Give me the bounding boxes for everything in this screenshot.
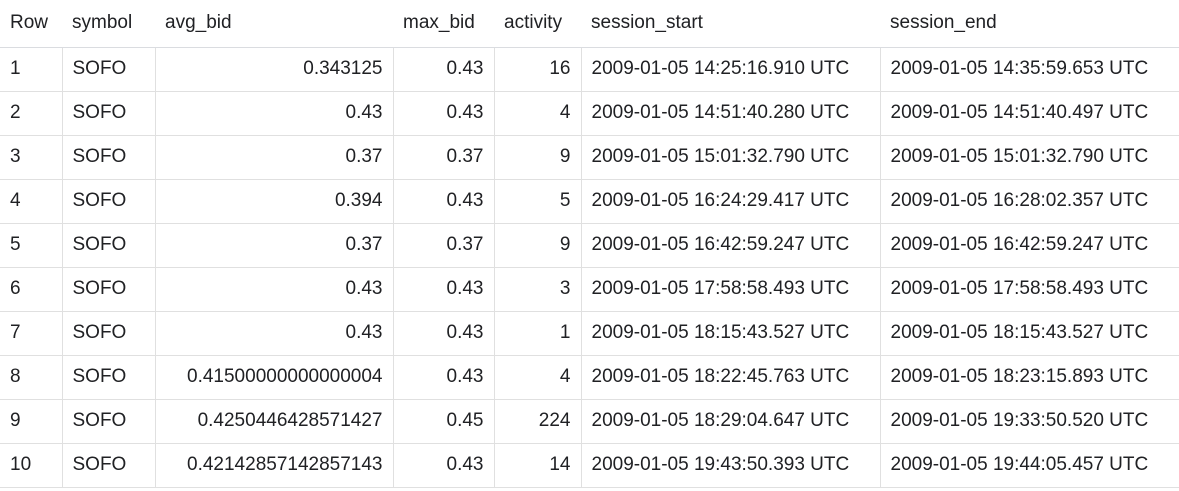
cell-session-start: 2009-01-05 14:51:40.280 UTC [580,91,880,136]
cell-symbol: SOFO [61,443,155,488]
table-header: Row symbol avg_bid max_bid activity sess… [0,0,1179,48]
cell-max-bid: 0.37 [392,223,494,268]
cell-session-start: 2009-01-05 19:43:50.393 UTC [580,443,880,488]
cell-session-end: 2009-01-05 19:44:05.457 UTC [879,443,1179,488]
cell-max-bid: 0.37 [392,135,494,180]
cell-avg-bid: 0.43 [154,267,393,312]
cell-max-bid: 0.43 [392,47,494,92]
cell-row: 4 [0,179,62,224]
cell-activity: 16 [493,47,581,92]
cell-max-bid: 0.43 [392,179,494,224]
cell-session-end: 2009-01-05 15:01:32.790 UTC [879,135,1179,180]
cell-activity: 5 [493,179,581,224]
cell-activity: 4 [493,91,581,136]
table-row: 1 SOFO 0.343125 0.43 16 2009-01-05 14:25:16.9… [0,47,1179,92]
cell-activity: 224 [493,399,581,444]
cell-session-end: 2009-01-05 14:51:40.497 UTC [879,91,1179,136]
cell-activity: 9 [493,135,581,180]
cell-activity: 14 [493,443,581,488]
column-header-max-bid: max_bid [393,0,494,48]
cell-row: 6 [0,267,62,312]
cell-max-bid: 0.45 [392,399,494,444]
cell-session-start: 2009-01-05 18:29:04.647 UTC [580,399,880,444]
cell-avg-bid: 0.43 [154,91,393,136]
cell-avg-bid: 0.343125 [154,47,393,92]
table-body: 1 SOFO 0.343125 0.43 16 2009-01-05 14:25:16.9… [0,47,1179,488]
cell-session-start: 2009-01-05 14:25:16.910 UTC [580,47,880,92]
cell-avg-bid: 0.43 [154,311,393,356]
table-row: 2 SOFO 0.43 0.43 4 2009-01-05 14:51:40.280 UT… [0,91,1179,136]
cell-session-end: 2009-01-05 18:15:43.527 UTC [879,311,1179,356]
cell-symbol: SOFO [61,355,155,400]
table-row: 7 SOFO 0.43 0.43 1 2009-01-05 18:15:43.527 UT… [0,311,1179,356]
table-row: 5 SOFO 0.37 0.37 9 2009-01-05 16:42:59.247 UT… [0,223,1179,268]
cell-row: 9 [0,399,62,444]
column-header-symbol: symbol [62,0,155,48]
cell-activity: 9 [493,223,581,268]
table-row: 6 SOFO 0.43 0.43 3 2009-01-05 17:58:58.493 UT… [0,267,1179,312]
cell-session-start: 2009-01-05 16:24:29.417 UTC [580,179,880,224]
cell-avg-bid: 0.42142857142857143 [154,443,393,488]
cell-session-end: 2009-01-05 16:42:59.247 UTC [879,223,1179,268]
column-header-session-start: session_start [581,0,880,48]
table-row: 3 SOFO 0.37 0.37 9 2009-01-05 15:01:32.790 UT… [0,135,1179,180]
cell-activity: 4 [493,355,581,400]
cell-activity: 1 [493,311,581,356]
cell-max-bid: 0.43 [392,355,494,400]
cell-avg-bid: 0.394 [154,179,393,224]
cell-max-bid: 0.43 [392,91,494,136]
cell-symbol: SOFO [61,179,155,224]
cell-row: 10 [0,443,62,488]
cell-session-start: 2009-01-05 18:22:45.763 UTC [580,355,880,400]
cell-symbol: SOFO [61,223,155,268]
table-row: 10 SOFO 0.42142857142857143 0.43 14 2009-01-0… [0,443,1179,488]
cell-max-bid: 0.43 [392,267,494,312]
column-header-activity: activity [494,0,581,48]
cell-avg-bid: 0.37 [154,135,393,180]
cell-row: 3 [0,135,62,180]
table-row: 4 SOFO 0.394 0.43 5 2009-01-05 16:24:29.417 U… [0,179,1179,224]
column-header-avg-bid: avg_bid [155,0,393,48]
cell-session-end: 2009-01-05 19:33:50.520 UTC [879,399,1179,444]
cell-avg-bid: 0.37 [154,223,393,268]
cell-max-bid: 0.43 [392,443,494,488]
cell-session-end: 2009-01-05 16:28:02.357 UTC [879,179,1179,224]
cell-session-start: 2009-01-05 15:01:32.790 UTC [580,135,880,180]
cell-session-end: 2009-01-05 18:23:15.893 UTC [879,355,1179,400]
cell-max-bid: 0.43 [392,311,494,356]
column-header-row: Row [0,0,62,48]
cell-session-start: 2009-01-05 18:15:43.527 UTC [580,311,880,356]
cell-symbol: SOFO [61,91,155,136]
column-header-session-end: session_end [880,0,1179,48]
table-row: 9 SOFO 0.4250446428571427 0.45 224 2009-01-05… [0,399,1179,444]
cell-row: 8 [0,355,62,400]
cell-row: 7 [0,311,62,356]
cell-avg-bid: 0.4250446428571427 [154,399,393,444]
header-row: Row symbol avg_bid max_bid activity sess… [0,0,1179,48]
cell-symbol: SOFO [61,47,155,92]
cell-row: 2 [0,91,62,136]
cell-session-end: 2009-01-05 17:58:58.493 UTC [879,267,1179,312]
cell-avg-bid: 0.41500000000000004 [154,355,393,400]
cell-symbol: SOFO [61,267,155,312]
cell-session-start: 2009-01-05 17:58:58.493 UTC [580,267,880,312]
table-row: 8 SOFO 0.41500000000000004 0.43 4 2009-01-05 … [0,355,1179,400]
cell-symbol: SOFO [61,399,155,444]
cell-row: 1 [0,47,62,92]
cell-row: 5 [0,223,62,268]
cell-session-start: 2009-01-05 16:42:59.247 UTC [580,223,880,268]
cell-symbol: SOFO [61,135,155,180]
cell-symbol: SOFO [61,311,155,356]
cell-session-end: 2009-01-05 14:35:59.653 UTC [879,47,1179,92]
cell-activity: 3 [493,267,581,312]
